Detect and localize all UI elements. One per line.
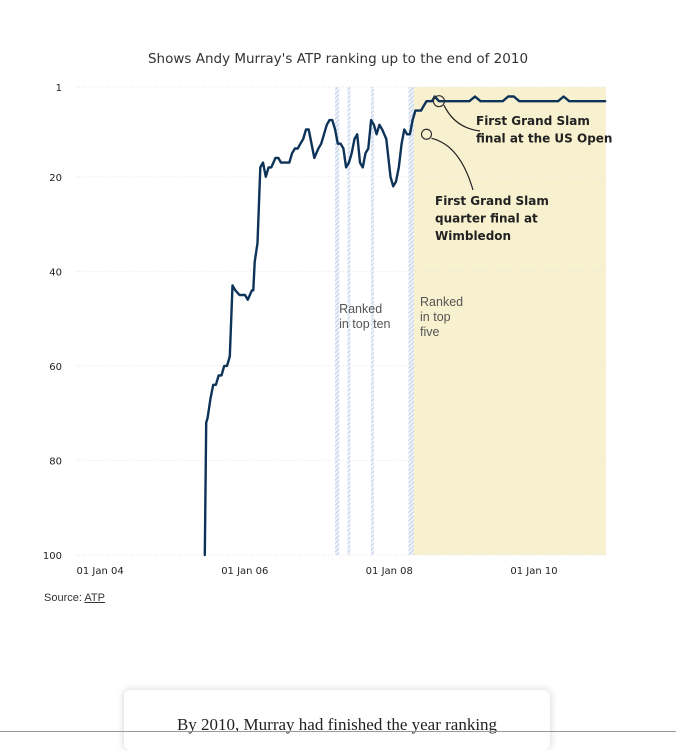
- y-tick-label: 100: [43, 551, 62, 562]
- annotation-marker: [420, 128, 433, 140]
- page-divider: [0, 731, 676, 732]
- band-0: [335, 87, 340, 555]
- y-tick-label: 20: [49, 173, 62, 184]
- y-tick-label: 60: [49, 362, 62, 373]
- band-2: [371, 87, 374, 555]
- y-tick-label: 1: [56, 83, 62, 94]
- annotation-marker: [432, 95, 446, 108]
- annotation-arrow: [443, 104, 481, 132]
- chart-title: Shows Andy Murray's ATP ranking up to th…: [147, 51, 529, 67]
- x-tick-label: 01 Jan 08: [366, 566, 413, 577]
- annotation-text: First Grand Slam quarter final at Wimbledo…: [435, 194, 549, 243]
- article-text: By 2010, Murray had finished the year ra…: [176, 715, 498, 734]
- source-label: Source:: [44, 592, 82, 604]
- x-axis: 01 Jan 04 01 Jan 06 01 Jan 08 01 Jan 10: [77, 566, 558, 577]
- band-label-line: Ranked: [339, 302, 382, 316]
- annotation-line: Wimbledon: [435, 229, 511, 243]
- annotation-line: First Grand Slam: [435, 194, 549, 208]
- gridlines: [76, 86, 606, 556]
- x-tick-label: 01 Jan 06: [221, 566, 268, 577]
- y-tick-label: 40: [49, 267, 62, 278]
- band-label-0: Ranked in top ten: [339, 302, 390, 331]
- annotation-line: First Grand Slam: [476, 114, 590, 128]
- annotations: First Grand Slam final at the US OpenFirs…: [420, 95, 612, 243]
- y-axis: 1 20 40 60 80 100: [43, 83, 62, 562]
- band-4: [414, 87, 606, 555]
- article-card: By 2010, Murray had finished the year ra…: [124, 690, 550, 750]
- band-label-3: Ranked in top five: [420, 295, 463, 339]
- ranking-line: [203, 95, 607, 557]
- annotation-arrow: [431, 137, 474, 191]
- source-credit: Source: ATP: [44, 592, 105, 604]
- annotation-text: First Grand Slam final at the US Open: [476, 114, 612, 146]
- source-link[interactable]: ATP: [84, 592, 105, 604]
- band-3: [408, 87, 415, 555]
- band-label-line: in top ten: [339, 317, 390, 331]
- band-label-line: Ranked: [420, 295, 463, 309]
- annotation-line: quarter final at: [435, 212, 538, 226]
- band-group: [335, 87, 606, 555]
- x-tick-label: 01 Jan 10: [510, 566, 557, 577]
- band-1: [347, 87, 351, 555]
- x-tick-label: 01 Jan 04: [77, 566, 124, 577]
- annotation-line: final at the US Open: [476, 132, 612, 146]
- ranking-chart: 1 20 40 60 80 100 01 Jan 04 01 Jan 06 01 Jan 08…: [43, 83, 613, 577]
- band-label-line: in top: [420, 310, 451, 324]
- band-label-line: five: [420, 325, 440, 339]
- y-tick-label: 80: [49, 456, 62, 467]
